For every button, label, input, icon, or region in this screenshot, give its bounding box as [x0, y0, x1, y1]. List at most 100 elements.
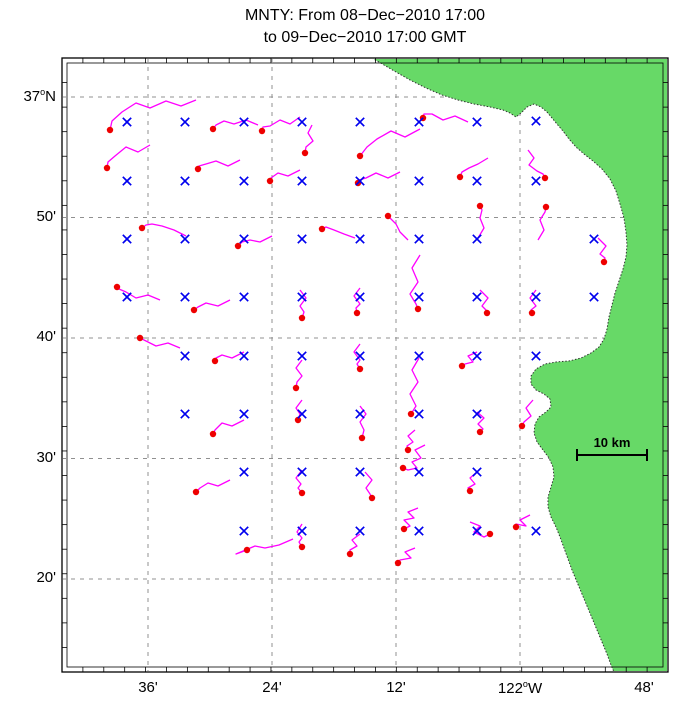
drifter-track: [521, 399, 534, 427]
drifter-track: [403, 507, 419, 530]
drifter-track: [295, 359, 303, 389]
grid-x-marker: [122, 234, 132, 244]
drifter-track: [527, 149, 546, 179]
drifter-track: [477, 205, 485, 239]
drifter-track: [402, 444, 426, 471]
track-end-dot: [512, 523, 520, 531]
grid-x-marker: [414, 292, 424, 302]
track-end-dot: [194, 165, 202, 173]
grid-x-marker: [122, 292, 132, 302]
drifter-track: [141, 223, 187, 237]
tick-text: N: [45, 88, 56, 105]
track-end-dot: [294, 416, 302, 424]
track-end-dot: [298, 543, 306, 551]
grid-x-marker: [472, 526, 482, 536]
track-end-dot: [486, 530, 494, 538]
grid-x-marker: [589, 292, 599, 302]
figure-title-line1: MNTY: From 08−Dec−2010 17:00: [244, 7, 486, 24]
tick-text: o: [40, 87, 46, 97]
grid-x-marker: [355, 176, 365, 186]
track-end-dot: [318, 225, 326, 233]
tick-text: o: [522, 679, 528, 689]
track-end-dot: [243, 546, 251, 554]
track-end-dot: [209, 125, 217, 133]
track-end-dot: [399, 464, 407, 472]
grid-x-marker: [239, 467, 249, 477]
grid-x-marker: [180, 409, 190, 419]
grid-x-marker: [180, 351, 190, 361]
drifter-track: [409, 254, 421, 310]
drifter-track: [195, 479, 231, 493]
grid-x-marker: [355, 351, 365, 361]
land-monterey-coast: [372, 59, 667, 671]
grid-x-marker: [297, 117, 307, 127]
track-end-dot: [192, 488, 200, 496]
grid-x-marker: [239, 409, 249, 419]
drifter-track: [359, 405, 367, 439]
grid-x-marker: [531, 351, 541, 361]
grid-x-marker: [472, 292, 482, 302]
track-end-dot: [292, 384, 300, 392]
grid-x-marker: [355, 117, 365, 127]
track-end-dot: [483, 309, 491, 317]
drifter-track: [359, 128, 421, 157]
grid-x-marker: [180, 117, 190, 127]
drifter-track: [469, 521, 491, 538]
track-end-dot: [346, 550, 354, 558]
grid-x-marker: [239, 526, 249, 536]
grid-x-marker: [414, 176, 424, 186]
grid-x-marker: [414, 409, 424, 419]
tick-text: W: [527, 680, 543, 697]
track-end-dot: [400, 525, 408, 533]
grid-x-marker: [297, 526, 307, 536]
grid-x-marker: [414, 351, 424, 361]
grid-x-marker: [472, 176, 482, 186]
drifter-track: [109, 99, 197, 131]
map-frame-outer: [61, 57, 669, 673]
track-end-dot: [404, 446, 412, 454]
track-end-dot: [518, 422, 526, 430]
x-tick-label: 36': [103, 679, 193, 696]
plot-area: [63, 59, 667, 671]
grid-x-marker: [589, 234, 599, 244]
track-end-dot: [190, 306, 198, 314]
track-end-dot: [209, 430, 217, 438]
grid-x-marker: [122, 176, 132, 186]
tick-text: 30': [36, 448, 56, 466]
track-end-dot: [211, 357, 219, 365]
drifter-track: [353, 343, 361, 370]
x-tick-label: 122oW: [475, 679, 565, 697]
x-tick-label: 12': [351, 679, 441, 696]
track-end-dot: [103, 164, 111, 172]
drifter-track: [106, 144, 151, 169]
grid-x-marker: [472, 234, 482, 244]
grid-x-marker: [531, 116, 541, 126]
grid-x-marker: [239, 351, 249, 361]
grid-x-marker: [180, 292, 190, 302]
drifter-track: [422, 113, 469, 123]
grid-x-marker: [355, 409, 365, 419]
track-end-dot: [368, 494, 376, 502]
grid-x-marker: [180, 176, 190, 186]
figure-title: MNTY: From 08−Dec−2010 17:00 to 09−Dec−2…: [40, 5, 690, 49]
grid-x-marker: [297, 292, 307, 302]
track-end-dot: [298, 314, 306, 322]
grid-x-marker: [297, 351, 307, 361]
drifter-track: [296, 523, 303, 548]
track-end-dot: [301, 149, 309, 157]
grid-x-marker: [239, 117, 249, 127]
track-end-dot: [600, 258, 608, 266]
grid-x-marker: [180, 234, 190, 244]
scalebar-label: 10 km: [593, 435, 631, 450]
drifter-track: [197, 159, 241, 170]
grid-x-marker: [472, 409, 482, 419]
track-end-dot: [258, 127, 266, 135]
tick-text: 36': [138, 679, 158, 696]
drifter-track: [212, 119, 259, 130]
track-end-dot: [353, 309, 361, 317]
grid-x-marker: [531, 292, 541, 302]
grid-x-marker: [355, 234, 365, 244]
grid-x-marker: [297, 409, 307, 419]
tick-text: 24': [262, 679, 282, 696]
track-end-dot: [541, 174, 549, 182]
